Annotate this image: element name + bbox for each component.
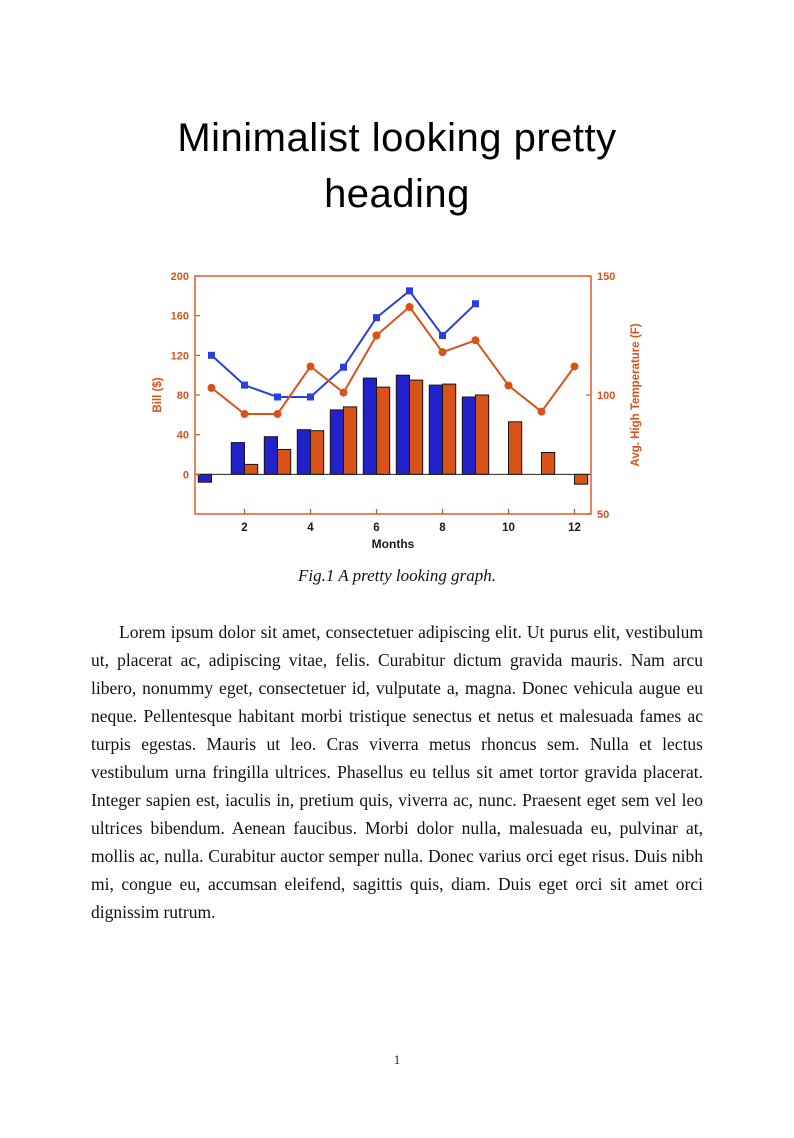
x-tick-label: 6 [373,522,379,534]
figure-caption: Fig.1 A pretty looking graph. [297,566,496,585]
square-marker [307,393,314,401]
chart-bar-bill-bars-orange [376,386,391,475]
square-marker [373,314,380,322]
circle-marker [240,410,249,419]
chart-bar-bill-bars-orange [343,406,358,475]
chart-bar-bill-bars-blue [395,374,411,475]
circle-marker [405,302,414,311]
circle-marker [471,336,480,345]
square-marker [208,351,215,359]
body-paragraph: Lorem ipsum dolor sit amet, consectetuer… [91,622,703,922]
y-right-tick-label: 100 [597,390,615,402]
x-tick-label: 4 [307,522,314,534]
chart-bar-bill-bars-blue [461,396,476,475]
square-marker [274,393,281,401]
square-marker [340,363,347,371]
chart-bar-bill-bars-orange [574,473,589,485]
chart-bar-bill-bars-blue [329,409,345,475]
chart-bar-bill-bars-orange [244,463,259,475]
document-page: Minimalist looking pretty heading 0 40 80 1… [0,110,794,1138]
y-left-tick-label: 200 [171,271,189,283]
page-heading: Minimalist looking pretty heading [177,116,617,216]
chart-bar-bill-bars-orange [475,394,490,475]
chart-bar-bill-bars-orange [442,383,457,475]
figure: 0 40 80 120 160 200 50 100 150 2 4 6 8 10 12 Bill ($) Av… [147,266,647,586]
chart-bar-bill-bars-blue [428,384,443,475]
circle-marker [570,362,579,371]
chart-bar-bill-bars-orange [541,452,556,475]
square-marker [406,287,413,295]
chart-bar-bill-bars-blue [230,442,246,475]
circle-marker [372,331,381,340]
circle-marker [537,407,546,416]
chart-line-temperature-line-orange [210,305,576,415]
y-right-tick-label: 50 [597,509,609,521]
y-left-tick-label: 80 [177,390,189,402]
circle-marker [339,388,348,397]
chart-bar-bill-bars-blue [197,473,212,483]
chart-svg: 0 40 80 120 160 200 50 100 150 2 4 6 8 10 12 Bill ($) Av… [152,271,642,551]
y-axis-left-label: Bill ($) [152,377,164,412]
chart-bar-bill-bars-orange [409,379,424,475]
chart-bar-bill-bars-blue [263,436,279,475]
y-left-tick-label: 120 [171,350,189,362]
square-marker [439,332,446,339]
chart-bar-bill-bars-blue [296,429,312,475]
chart-bar-bill-bars-orange [508,421,523,475]
y-left-tick-label: 0 [183,469,189,481]
page-number: 1 [393,1052,401,1067]
plot-frame [194,275,592,515]
chart-bar-bill-bars-orange [277,449,292,475]
x-tick-label: 12 [568,522,581,534]
x-tick-label: 2 [241,522,247,534]
y-left-tick-label: 40 [177,430,189,442]
y-axis-right-label: Avg. High Temperature (F) [630,323,642,466]
y-left-tick-label: 160 [171,311,189,323]
circle-marker [504,381,513,390]
circle-marker [306,362,315,371]
square-marker [241,381,248,389]
circle-marker [207,383,216,392]
x-axis-label: Months [372,537,415,551]
circle-marker [438,348,447,357]
circle-marker [273,410,282,419]
x-tick-label: 10 [502,522,515,534]
chart-bar-bill-bars-blue [362,377,378,475]
y-right-tick-label: 150 [597,271,615,283]
x-tick-label: 8 [439,522,446,534]
square-marker [472,300,479,308]
chart-bar-bill-bars-orange [310,430,325,475]
